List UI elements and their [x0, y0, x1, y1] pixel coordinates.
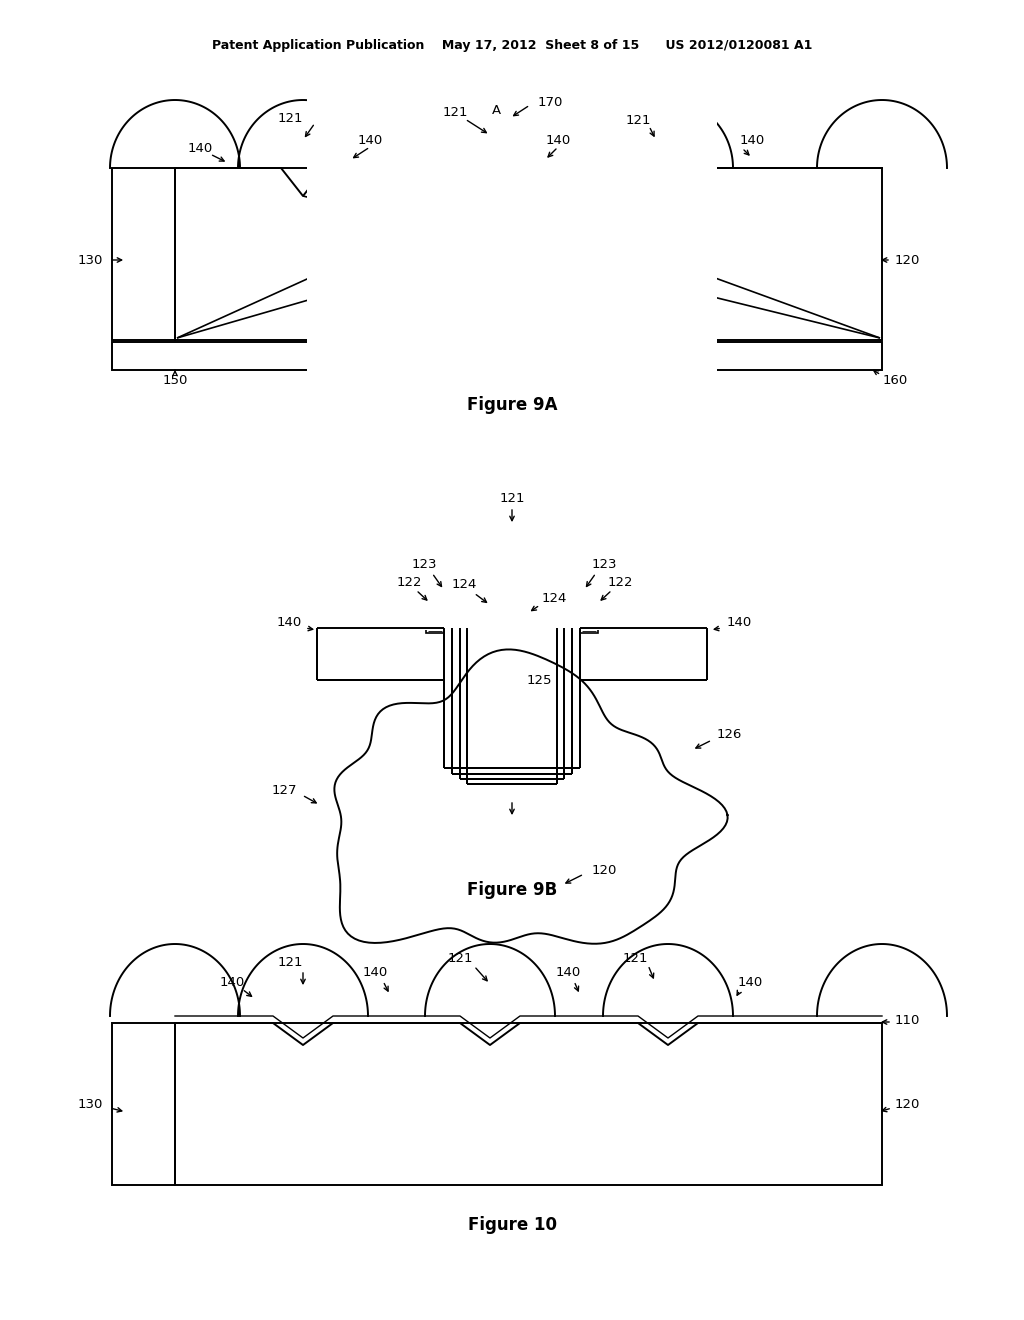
- Text: 121: 121: [626, 114, 650, 127]
- Text: 140: 140: [219, 975, 245, 989]
- Bar: [112, 168, 175, 341]
- Text: 121: 121: [447, 952, 473, 965]
- Text: 121: 121: [442, 106, 468, 119]
- Text: 170: 170: [538, 95, 563, 108]
- Text: 140: 140: [555, 966, 581, 979]
- Text: 126: 126: [717, 729, 742, 742]
- Text: 121: 121: [278, 111, 303, 124]
- Text: 140: 140: [276, 616, 302, 630]
- Text: 140: 140: [357, 133, 383, 147]
- Text: 130: 130: [78, 253, 103, 267]
- Bar: [580, 623, 598, 634]
- Text: 140: 140: [740, 133, 765, 147]
- Text: 120: 120: [895, 1098, 921, 1111]
- Bar: [426, 623, 444, 634]
- Text: Figure 9A: Figure 9A: [467, 396, 557, 414]
- Text: 140: 140: [187, 141, 213, 154]
- Text: 130: 130: [78, 1098, 103, 1111]
- Text: Patent Application Publication    May 17, 2012  Sheet 8 of 15      US 2012/01200: Patent Application Publication May 17, 2…: [212, 38, 812, 51]
- Text: 110: 110: [895, 1014, 921, 1027]
- Text: 121: 121: [623, 952, 648, 965]
- Text: Figure 9B: Figure 9B: [467, 880, 557, 899]
- Text: 122: 122: [396, 576, 422, 589]
- Text: 125: 125: [527, 673, 553, 686]
- Text: 124: 124: [542, 591, 567, 605]
- Bar: [112, 342, 882, 370]
- Text: 123: 123: [591, 558, 616, 572]
- Text: 140: 140: [546, 133, 570, 147]
- Text: 150: 150: [163, 374, 187, 387]
- Text: 160: 160: [883, 374, 908, 387]
- Text: 120: 120: [895, 253, 921, 267]
- Text: 124: 124: [452, 578, 477, 591]
- Text: 121: 121: [278, 956, 303, 969]
- Bar: [112, 1023, 175, 1185]
- Bar: [175, 168, 882, 341]
- Text: 140: 140: [727, 616, 753, 630]
- Text: 123: 123: [412, 558, 437, 572]
- Text: 140: 140: [738, 975, 763, 989]
- Text: 120: 120: [592, 863, 617, 876]
- Bar: [175, 1023, 882, 1185]
- Text: Figure 10: Figure 10: [468, 1216, 556, 1234]
- Text: A: A: [492, 103, 501, 116]
- Text: 122: 122: [607, 576, 633, 589]
- Bar: [307, 0, 717, 630]
- Text: 127: 127: [271, 784, 297, 796]
- Text: 121: 121: [500, 491, 524, 504]
- Text: 140: 140: [362, 966, 388, 979]
